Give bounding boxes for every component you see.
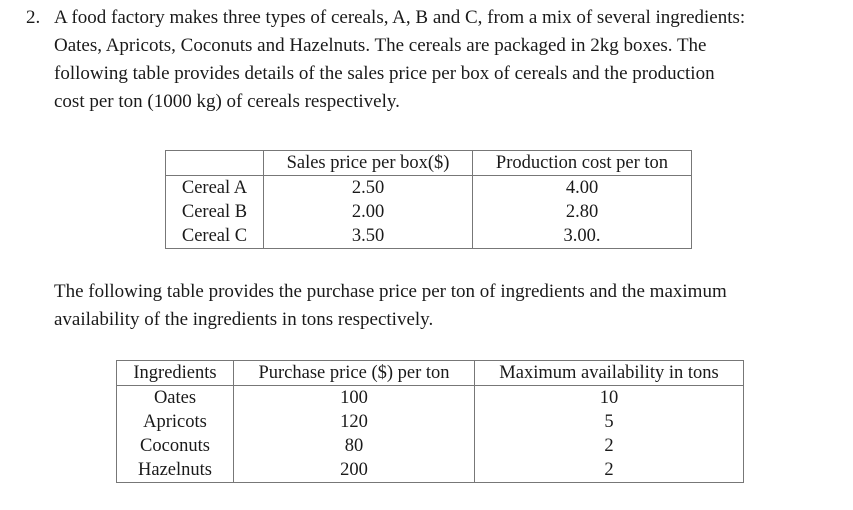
cereal-table: Sales price per box($) Production cost p… <box>165 150 692 249</box>
row-label: Cereal B <box>165 200 264 224</box>
question-line: cost per ton (1000 kg) of cereals respec… <box>54 91 400 112</box>
cell: 3.50 <box>263 224 473 249</box>
table-row: Cereal C 3.50 3.00. <box>165 224 692 249</box>
table-row: Coconuts 80 2 <box>116 434 744 458</box>
paragraph-line: availability of the ingredients in tons … <box>54 309 434 330</box>
cell: 80 <box>233 434 475 458</box>
table-row: Apricots 120 5 <box>116 410 744 434</box>
cell: 200 <box>233 458 475 483</box>
row-label: Cereal A <box>165 175 264 200</box>
cell: 3.00. <box>563 225 601 246</box>
header-cell: Purchase price ($) per ton <box>233 360 475 386</box>
question-line: following table provides details of the … <box>54 63 715 84</box>
cell: 120 <box>233 410 475 434</box>
question-number: 2. <box>26 7 41 28</box>
question-line: A food factory makes three types of cere… <box>54 7 746 28</box>
header-cell <box>165 150 264 176</box>
cell: 2.80 <box>565 201 599 222</box>
cell: 2 <box>604 459 614 480</box>
row-label: Apricots <box>116 410 234 434</box>
table-header-row: Ingredients Purchase price ($) per ton M… <box>116 360 744 386</box>
table-row: Hazelnuts 200 2 <box>116 458 744 483</box>
question-line: Oates, Apricots, Coconuts and Hazelnuts.… <box>54 35 707 56</box>
header-cell: Production cost per ton <box>472 150 692 176</box>
paragraph-line: The following table provides the purchas… <box>54 281 727 302</box>
table-row: Cereal B 2.00 2.80 <box>165 200 692 224</box>
row-label: Hazelnuts <box>116 458 234 483</box>
row-label: Coconuts <box>116 434 234 458</box>
table-header-row: Sales price per box($) Production cost p… <box>165 150 692 176</box>
row-label: Oates <box>116 385 234 410</box>
cell: 2.00 <box>263 200 473 224</box>
header-cell: Ingredients <box>116 360 234 386</box>
table-row: Cereal A 2.50 4.00 <box>165 175 692 200</box>
table-row: Oates 100 10 <box>116 385 744 410</box>
cell: 100 <box>233 385 475 410</box>
cell: 4.00 <box>565 177 599 198</box>
ingredients-table: Ingredients Purchase price ($) per ton M… <box>116 360 744 483</box>
cell: 2.50 <box>263 175 473 200</box>
cell: 2 <box>604 435 614 456</box>
row-label: Cereal C <box>165 224 264 249</box>
cell: 10 <box>599 387 619 408</box>
header-cell: Maximum availability in tons <box>474 360 744 386</box>
header-cell: Sales price per box($) <box>263 150 473 176</box>
cell: 5 <box>604 411 614 432</box>
